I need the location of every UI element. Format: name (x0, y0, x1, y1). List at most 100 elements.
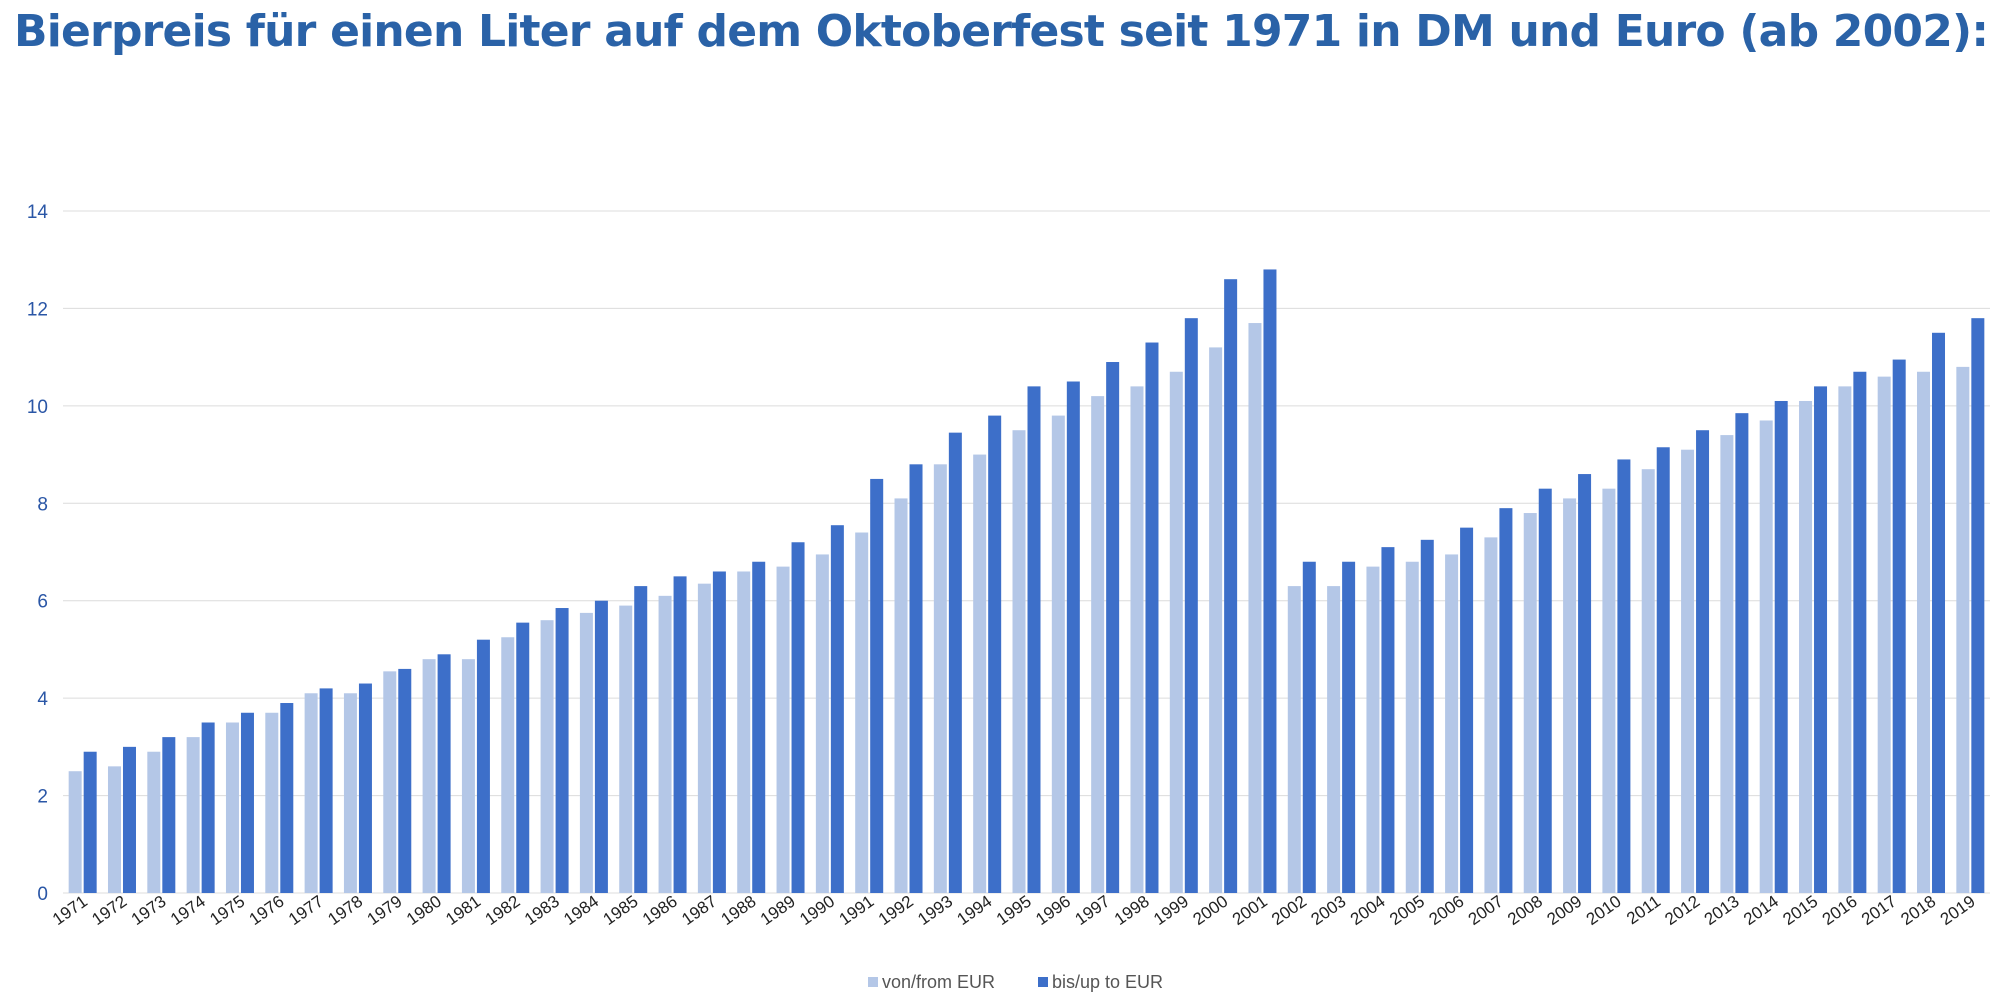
bar-from (1956, 366, 1970, 893)
bar-from (1838, 386, 1852, 893)
x-tick-label: 1994 (954, 892, 996, 929)
bar-to (280, 703, 294, 893)
bar-from (579, 612, 593, 893)
bar-to (476, 639, 490, 893)
bar-to (1184, 318, 1198, 894)
bar-to (516, 622, 530, 893)
bar-to (1302, 561, 1316, 893)
bar-to (1774, 400, 1788, 893)
bar-to (791, 542, 805, 893)
x-tick-label: 2014 (1740, 892, 1782, 929)
bar-from (1445, 554, 1459, 893)
bar-to (1696, 430, 1710, 893)
bar-to (1027, 386, 1041, 893)
x-tick-label: 1998 (1111, 892, 1153, 929)
bar-from (697, 583, 711, 893)
bar-from (1012, 430, 1026, 893)
legend-label: von/from EUR (882, 972, 995, 992)
x-tick-label: 2002 (1268, 892, 1310, 929)
bar-from (1405, 561, 1419, 893)
x-tick-label: 1980 (403, 892, 445, 929)
x-tick-label: 1990 (796, 892, 838, 929)
x-tick-label: 1979 (364, 892, 406, 929)
bar-from (1523, 513, 1537, 893)
bar-from (68, 771, 82, 893)
bar-from (1720, 435, 1734, 893)
bar-from (383, 671, 397, 893)
bar-to (1263, 269, 1277, 893)
bar-from (540, 620, 554, 893)
x-tick-label: 1995 (993, 892, 1035, 929)
bar-from (501, 637, 515, 893)
x-tick-label: 2001 (1229, 892, 1271, 929)
x-tick-label: 2018 (1897, 892, 1939, 929)
bar-from (1759, 420, 1773, 893)
x-tick-label: 2003 (1308, 892, 1350, 929)
bar-to (909, 464, 923, 893)
x-axis-ticks: 1971197219731974197519761977197819791980… (49, 892, 1979, 929)
x-tick-label: 2009 (1543, 892, 1585, 929)
bar-to (555, 608, 569, 893)
x-tick-label: 1973 (128, 892, 170, 929)
bar-from (815, 554, 829, 893)
bar-from (1327, 586, 1341, 893)
bar-to (319, 688, 333, 893)
x-tick-label: 2000 (1190, 892, 1232, 929)
bar-from (225, 722, 239, 893)
x-tick-label: 1972 (88, 892, 130, 929)
bar-to (1106, 362, 1120, 893)
x-tick-label: 1974 (167, 892, 209, 929)
bar-from (1209, 347, 1223, 893)
y-tick-label: 8 (37, 494, 48, 515)
bar-from (304, 693, 318, 893)
x-tick-label: 2005 (1386, 892, 1428, 929)
bar-to (1735, 413, 1749, 893)
bar-from (933, 464, 947, 893)
x-tick-label: 2007 (1465, 892, 1507, 929)
bar-to (122, 746, 136, 893)
bar-to (162, 737, 176, 893)
bar-from (658, 595, 672, 893)
x-tick-label: 2010 (1583, 892, 1625, 929)
bar-to (1420, 539, 1434, 893)
bar-to (712, 571, 726, 893)
bar-to (1892, 359, 1906, 893)
y-tick-label: 14 (27, 202, 49, 223)
bar-to (948, 432, 962, 893)
legend: von/from EUR bis/up to EUR (868, 972, 1163, 992)
x-tick-label: 1989 (757, 892, 799, 929)
bar-from (186, 737, 200, 893)
x-tick-label: 1991 (836, 892, 878, 929)
x-tick-label: 1976 (246, 892, 288, 929)
bar-from (894, 498, 908, 893)
bar-to (1814, 386, 1828, 893)
bar-from (422, 659, 436, 893)
x-tick-label: 2016 (1819, 892, 1861, 929)
bar-from (1799, 400, 1813, 893)
bar-to (1499, 508, 1513, 893)
x-tick-label: 1987 (678, 892, 720, 929)
y-tick-label: 10 (27, 397, 48, 418)
bar-to (1145, 342, 1159, 893)
bar-from (1051, 415, 1065, 893)
x-tick-label: 2017 (1858, 892, 1900, 929)
legend-swatch (868, 977, 878, 987)
bar-to (1853, 371, 1867, 893)
x-tick-label: 2011 (1623, 892, 1664, 929)
x-tick-label: 1997 (1072, 892, 1114, 929)
bar-to (1656, 447, 1670, 893)
bar-to (752, 561, 766, 893)
bar-to (1066, 381, 1080, 893)
bar-to (594, 600, 608, 893)
bars (68, 269, 1985, 894)
bar-from (776, 566, 790, 893)
x-tick-label: 1977 (285, 892, 327, 929)
x-tick-label: 1984 (560, 892, 602, 929)
x-tick-label: 1992 (875, 892, 917, 929)
bar-from (1130, 386, 1144, 893)
x-tick-label: 1988 (718, 892, 760, 929)
x-tick-label: 1983 (521, 892, 563, 929)
bar-from (855, 532, 869, 893)
x-tick-label: 2012 (1661, 892, 1703, 929)
